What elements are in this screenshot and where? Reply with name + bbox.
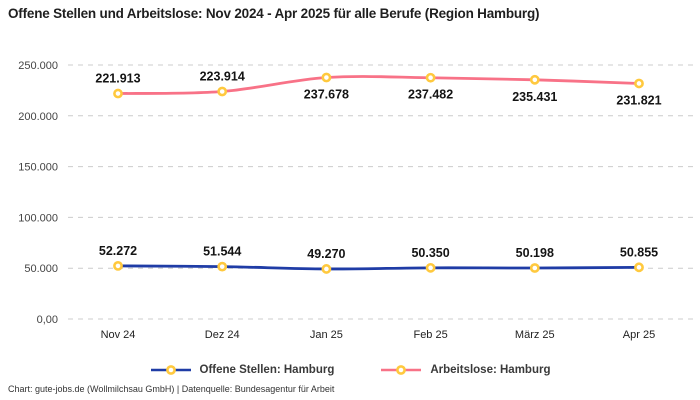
data-point-label: 50.855 [620, 245, 658, 259]
y-tick-label: 50.000 [24, 263, 58, 275]
x-tick-label: Dez 24 [205, 329, 240, 341]
chart-legend: Offene Stellen: Hamburg Arbeitslose: Ham… [0, 361, 700, 379]
data-point-marker[interactable] [425, 262, 436, 273]
data-point-marker[interactable] [321, 264, 332, 274]
x-tick-label: Apr 25 [623, 329, 655, 341]
y-tick-label: 0,00 [37, 314, 58, 326]
legend-item-offene-stellen[interactable]: Offene Stellen: Hamburg [150, 364, 335, 376]
data-point-label: 221.913 [95, 72, 140, 86]
chart-credit: Chart: gute-jobs.de (Wollmilchsau GmbH) … [8, 384, 335, 394]
data-point-marker[interactable] [321, 72, 332, 83]
legend-label-arbeitslose: Arbeitslose: Hamburg [430, 364, 551, 376]
y-tick-label: 200.000 [18, 111, 58, 123]
data-point-label: 51.544 [203, 245, 241, 259]
data-point-label: 49.270 [307, 247, 345, 261]
data-point-marker[interactable] [217, 261, 228, 272]
data-point-marker[interactable] [425, 72, 436, 83]
legend-item-arbeitslose[interactable]: Arbeitslose: Hamburg [380, 364, 550, 376]
series-line [116, 75, 641, 95]
data-point-marker[interactable] [529, 263, 540, 273]
chart-area: 0,00 50.000 100.000 150.000 200.000 250.000 No… [18, 60, 695, 341]
data-point-label: 50.350 [411, 246, 449, 260]
y-tick-label: 250.000 [18, 60, 58, 72]
data-point-label: 50.198 [516, 246, 554, 260]
legend-label-offene-stellen: Offene Stellen: Hamburg [199, 364, 335, 376]
data-point-label: 52.272 [99, 244, 137, 258]
legend-marker-icon [165, 365, 176, 375]
y-tick-label: 100.000 [18, 212, 58, 224]
data-point-marker[interactable] [217, 86, 228, 97]
data-point-marker[interactable] [113, 260, 123, 271]
data-point-marker[interactable] [529, 74, 540, 85]
legend-swatch-arbeitslose [381, 365, 422, 375]
data-point-marker[interactable] [634, 262, 644, 273]
data-point-marker[interactable] [634, 78, 644, 89]
x-tick-label: Nov 24 [101, 329, 136, 341]
legend-swatch-offene-stellen [150, 365, 191, 375]
data-point-marker[interactable] [113, 88, 123, 99]
x-tick-label: März 25 [515, 329, 555, 341]
chart-title: Offene Stellen und Arbeitslose: Nov 2024… [8, 6, 540, 21]
data-point-label: 223.914 [200, 70, 245, 84]
y-tick-label: 150.000 [18, 162, 58, 174]
data-point-label: 237.678 [304, 88, 349, 102]
legend-marker-icon [396, 365, 407, 375]
data-point-label: 237.482 [408, 88, 453, 102]
data-point-label: 231.821 [616, 93, 661, 107]
x-tick-label: Feb 25 [413, 329, 447, 341]
series-line [116, 264, 641, 271]
x-tick-label: Jan 25 [310, 329, 343, 341]
data-point-label: 235.431 [512, 90, 557, 104]
